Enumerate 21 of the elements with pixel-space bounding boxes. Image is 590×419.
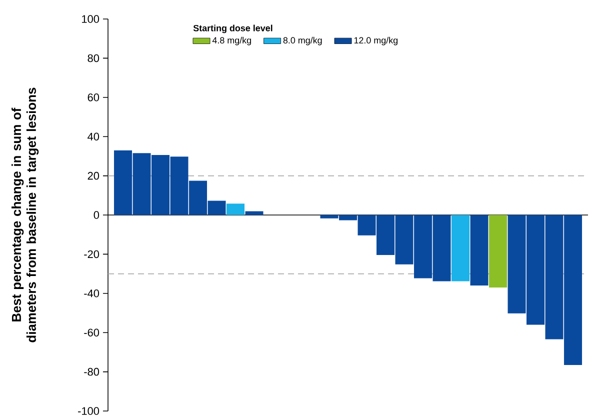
bar <box>452 214 470 282</box>
y-axis-title: Best percentage change in sum of diameters from baseline in target lesions <box>12 88 39 342</box>
legend-label: 12.0 mg/kg <box>354 36 398 46</box>
bar <box>226 204 245 215</box>
legend-title: Starting dose level <box>193 24 272 34</box>
y-tick-label: -40 <box>84 290 100 298</box>
legend-label: 8.0 mg/kg <box>283 36 322 46</box>
y-tick-label: 100 <box>82 15 100 23</box>
y-tick-label: 60 <box>88 94 100 102</box>
y-tick-label: -20 <box>84 250 100 258</box>
bar <box>470 214 488 286</box>
y-tick-label: 40 <box>88 132 100 140</box>
y-tick-label: 80 <box>88 54 100 62</box>
bar <box>245 211 264 215</box>
y-tick-label: -60 <box>84 328 100 336</box>
legend-label: 4.8 mg/kg <box>212 36 251 46</box>
y-tick-label: -80 <box>84 368 100 376</box>
bar <box>489 214 508 288</box>
y-tick-label: 20 <box>88 172 100 180</box>
y-tick-label: 0 <box>94 211 100 219</box>
y-tick-label: -100 <box>78 407 100 415</box>
